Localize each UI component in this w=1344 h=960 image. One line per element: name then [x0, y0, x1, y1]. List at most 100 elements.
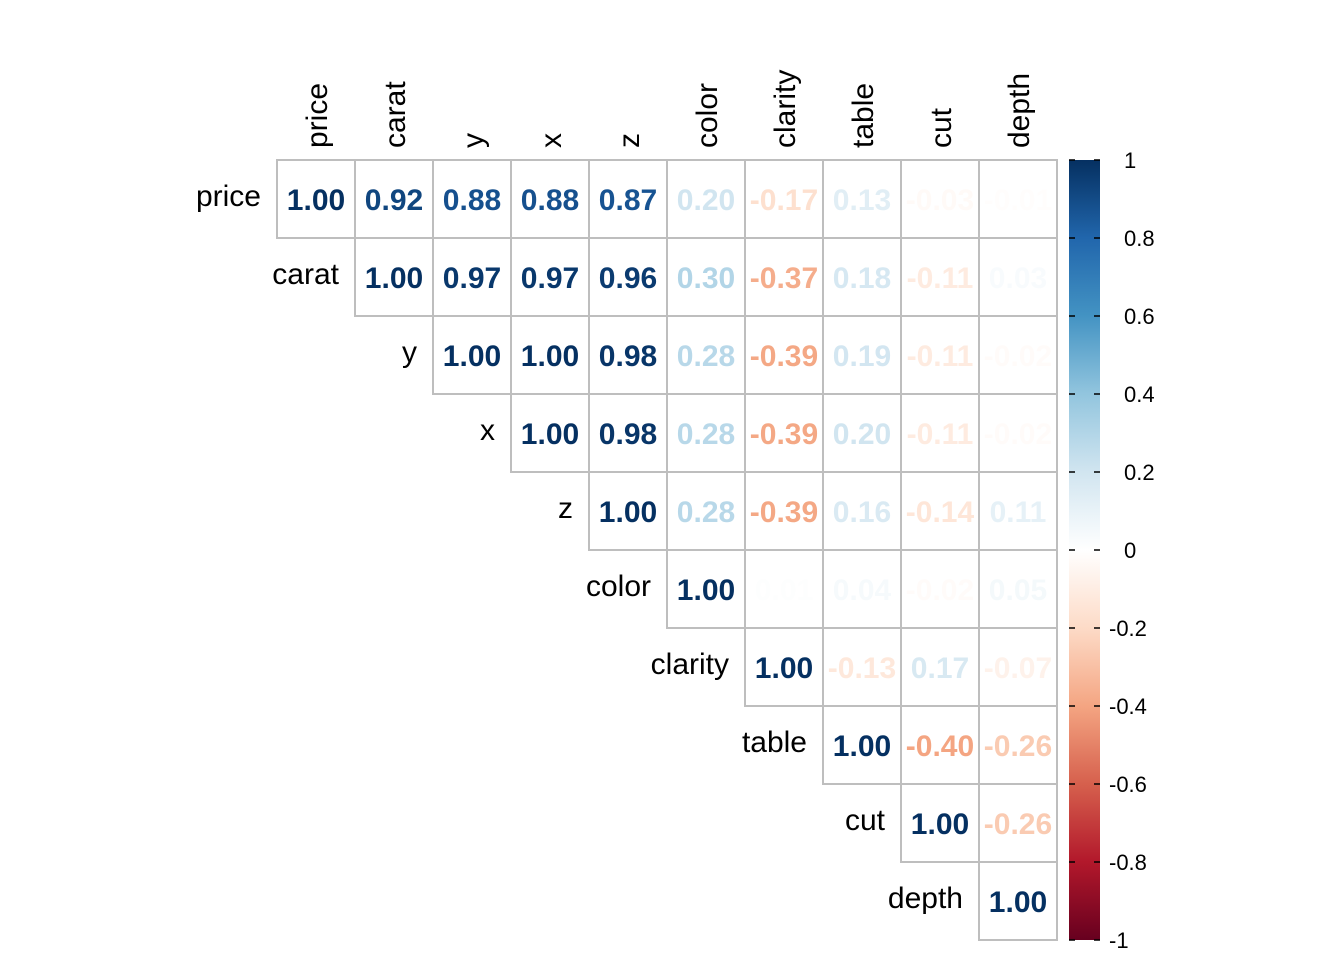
- cell-price-table: [822, 159, 902, 239]
- column-labels: price carat y x z color clarity table cut depth: [301, 70, 1036, 148]
- cell-value-table-cut: -0.40: [906, 730, 974, 763]
- cell-carat-table: [822, 237, 902, 317]
- cell-value-y-clarity: -0.39: [750, 340, 818, 373]
- cell-value-x-color: 0.28: [677, 418, 735, 451]
- cell-cut-depth: [978, 783, 1058, 863]
- cell-value-x-clarity: -0.39: [750, 418, 818, 451]
- correlation-cells: 1.00 0.92 0.88 0.88 0.87 0.20 -0.17 0.13 -0.03 -0…: [276, 159, 1058, 941]
- row-labels: price carat y x z color clarity table cut depth: [196, 180, 963, 915]
- cell-value-price-carat: 0.92: [365, 184, 423, 217]
- cell-y-y: [432, 315, 512, 395]
- cell-x-z: [588, 393, 668, 473]
- cell-value-table-depth: -0.26: [984, 730, 1052, 763]
- column-label-table: table: [847, 83, 880, 148]
- cell-value-price-table: 0.13: [833, 184, 891, 217]
- cell-value-clarity-table: -0.13: [828, 652, 896, 685]
- cell-value-depth-depth: 1.00: [989, 886, 1047, 919]
- cell-value-clarity-cut: 0.17: [911, 652, 969, 685]
- cell-cut-cut: [900, 783, 980, 863]
- row-label-z: z: [558, 492, 573, 525]
- row-label-carat: carat: [272, 258, 339, 291]
- column-label-depth: depth: [1003, 73, 1036, 148]
- cell-value-x-depth: -0.02: [984, 418, 1052, 451]
- cell-value-x-cut: -0.11: [907, 418, 974, 451]
- colorbar-tick-label: -0.8: [1109, 850, 1147, 875]
- cell-value-z-z: 1.00: [599, 496, 657, 529]
- cell-value-color-cut: -0.02: [906, 574, 974, 607]
- cell-value-price-color: 0.20: [677, 184, 735, 217]
- cell-z-color: [666, 471, 746, 551]
- cell-value-price-x: 0.88: [521, 184, 579, 217]
- cell-value-price-cut: -0.03: [906, 184, 974, 217]
- row-label-cut: cut: [845, 804, 886, 837]
- cell-color-clarity: [744, 549, 824, 629]
- cell-carat-y: [432, 237, 512, 317]
- cell-value-price-clarity: -0.17: [750, 184, 818, 217]
- cell-clarity-clarity: [744, 627, 824, 707]
- cell-value-price-z: 0.87: [599, 184, 657, 217]
- cell-value-price-y: 0.88: [443, 184, 501, 217]
- cell-carat-depth: [978, 237, 1058, 317]
- cell-value-carat-color: 0.30: [677, 262, 735, 295]
- row-label-depth: depth: [888, 882, 963, 915]
- cell-value-carat-y: 0.97: [443, 262, 501, 295]
- column-label-price: price: [301, 83, 334, 148]
- cell-value-y-x: 1.00: [521, 340, 579, 373]
- cell-value-x-table: 0.20: [833, 418, 891, 451]
- cell-table-cut: [900, 705, 980, 785]
- cell-z-depth: [978, 471, 1058, 551]
- cell-value-carat-depth: 0.03: [989, 262, 1047, 295]
- colorbar-tick-label: -0.4: [1109, 694, 1147, 719]
- colorbar-tick-label: -1: [1109, 928, 1129, 953]
- colorbar-tick-label: 0.8: [1124, 226, 1155, 251]
- cell-clarity-cut: [900, 627, 980, 707]
- cell-value-carat-clarity: -0.37: [750, 262, 818, 295]
- cell-value-price-depth: -0.01: [984, 184, 1052, 217]
- cell-value-z-depth: 0.11: [990, 496, 1047, 529]
- cell-value-y-cut: -0.11: [907, 340, 974, 373]
- cell-value-y-depth: -0.02: [984, 340, 1052, 373]
- cell-y-x: [510, 315, 590, 395]
- row-label-color: color: [586, 570, 651, 603]
- cell-clarity-depth: [978, 627, 1058, 707]
- cell-value-clarity-depth: -0.07: [984, 652, 1052, 685]
- cell-value-color-color: 1.00: [677, 574, 735, 607]
- cell-value-carat-table: 0.18: [833, 262, 891, 295]
- cell-value-price-price: 1.00: [287, 184, 345, 217]
- cell-value-table-table: 1.00: [833, 730, 891, 763]
- colorbar-tick-label: 1: [1124, 148, 1136, 173]
- cell-y-z: [588, 315, 668, 395]
- cell-depth-depth: [978, 861, 1058, 941]
- column-label-clarity: clarity: [769, 70, 802, 148]
- cell-color-depth: [978, 549, 1058, 629]
- cell-value-z-table: 0.16: [833, 496, 891, 529]
- cell-price-price: [276, 159, 356, 239]
- column-label-carat: carat: [379, 81, 412, 148]
- cell-x-clarity: [744, 393, 824, 473]
- cell-carat-cut: [900, 237, 980, 317]
- column-label-y: y: [457, 133, 490, 148]
- cell-value-x-z: 0.98: [599, 418, 657, 451]
- colorbar-tick-label: -0.6: [1109, 772, 1147, 797]
- cell-value-y-y: 1.00: [443, 340, 501, 373]
- cell-price-color: [666, 159, 746, 239]
- row-label-clarity: clarity: [651, 648, 729, 681]
- cell-value-y-table: 0.19: [833, 340, 891, 373]
- cell-y-color: [666, 315, 746, 395]
- row-label-price: price: [196, 180, 261, 213]
- colorbar-ticks: 1 0.8 0.6 0.4 0.2 0 -0.2 -0.4 -0.6 -0.8 -1: [1069, 148, 1155, 953]
- column-label-cut: cut: [925, 107, 958, 148]
- row-label-x: x: [480, 414, 495, 447]
- cell-z-z: [588, 471, 668, 551]
- cell-value-cut-cut: 1.00: [911, 808, 969, 841]
- cell-price-depth: [978, 159, 1058, 239]
- cell-value-color-depth: 0.05: [989, 574, 1047, 607]
- cell-table-depth: [978, 705, 1058, 785]
- cell-carat-z: [588, 237, 668, 317]
- cell-clarity-table: [822, 627, 902, 707]
- cell-value-z-color: 0.28: [677, 496, 735, 529]
- cell-carat-clarity: [744, 237, 824, 317]
- colorbar-tick-label: -0.2: [1109, 616, 1147, 641]
- cell-value-color-table: 0.04: [833, 574, 892, 607]
- colorbar: 1 0.8 0.6 0.4 0.2 0 -0.2 -0.4 -0.6 -0.8 -1: [1069, 148, 1155, 953]
